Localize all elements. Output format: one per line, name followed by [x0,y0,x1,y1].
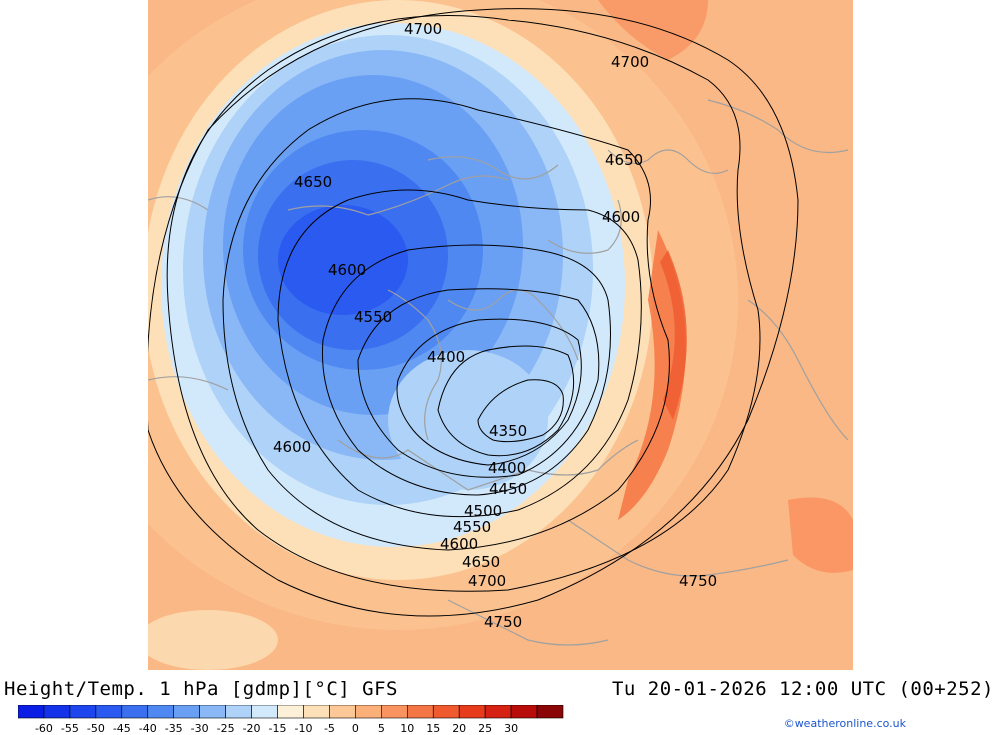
credit-link[interactable]: ©weatheronline.co.uk [783,717,906,730]
contour-label: 4700 [468,572,506,590]
scale-tick-label: -30 [191,722,209,735]
scale-tick-label: -55 [61,722,79,735]
scale-tick-label: 20 [452,722,466,735]
scale-tick-label: -5 [324,722,335,735]
scale-swatch [199,705,226,719]
contour-labels: 4700 4700 4650 4650 4600 4600 4550 4400 … [273,20,717,631]
scale-swatch [173,705,200,719]
scale-tick-label: -15 [269,722,287,735]
scale-tick-label: -40 [139,722,157,735]
contour-label: 4450 [489,480,527,498]
contour-label: 4550 [453,518,491,536]
contour-label: 4750 [679,572,717,590]
scale-tick-label: -60 [35,722,53,735]
contour-label: 4750 [484,613,522,631]
scale-swatch [225,705,252,719]
contour-label: 4600 [440,535,478,553]
scale-swatch [147,705,175,719]
contour-label: 4700 [404,20,442,38]
scale-swatch [510,705,538,719]
scale-swatch [484,705,512,719]
contour-label: 4350 [489,422,527,440]
contour-label: 4650 [294,173,332,191]
scale-tick-label: 30 [504,722,518,735]
scale-tick-label: 5 [378,722,385,735]
map-title: Height/Temp. 1 hPa [gdmp][°C] GFS [4,678,398,700]
scale-swatch [329,705,356,719]
scale-swatch [277,705,304,719]
contour-label: 4650 [605,151,643,169]
contour-label: 4700 [611,53,649,71]
contour-label: 4550 [354,308,392,326]
scale-swatch [432,705,460,719]
contour-label: 4600 [328,261,366,279]
scale-tick-label: -45 [113,722,131,735]
scale-swatch [303,705,330,719]
scale-tick-label: 0 [352,722,359,735]
scale-swatch [95,705,123,719]
scale-swatch [355,705,382,719]
scale-tick-label: -20 [243,722,261,735]
valid-time: Tu 20-01-2026 12:00 UTC (00+252) [611,678,994,700]
scale-swatch [18,705,45,719]
height-contours [148,8,799,617]
scale-tick-label: -50 [87,722,105,735]
scale-swatch [121,705,149,719]
contour-label: 4500 [464,502,502,520]
scale-tick-label: 15 [426,722,440,735]
scale-swatch [251,705,278,719]
weather-map: 4700 4700 4650 4650 4600 4600 4550 4400 … [148,0,853,670]
scale-swatch [381,705,408,719]
scale-tick-label: 25 [478,722,492,735]
scale-swatch [43,705,71,719]
contour-label: 4650 [462,553,500,571]
contour-label: 4600 [602,208,640,226]
scale-swatch [406,705,434,719]
contour-label: 4400 [488,459,526,477]
scale-tick-label: -10 [294,722,312,735]
contour-label: 4600 [273,438,311,456]
scale-swatch [69,705,97,719]
scale-swatch [458,705,486,719]
scale-tick-label: -25 [217,722,235,735]
scale-tick-label: -35 [165,722,183,735]
scale-tick-label: 10 [400,722,414,735]
scale-swatch [536,705,564,719]
contour-label: 4400 [427,348,465,366]
color-scale: -60 -55 -50 -45 -40 -35 -30 -25 -20 -15 -10 -5 0 5 10 1… [18,705,564,735]
